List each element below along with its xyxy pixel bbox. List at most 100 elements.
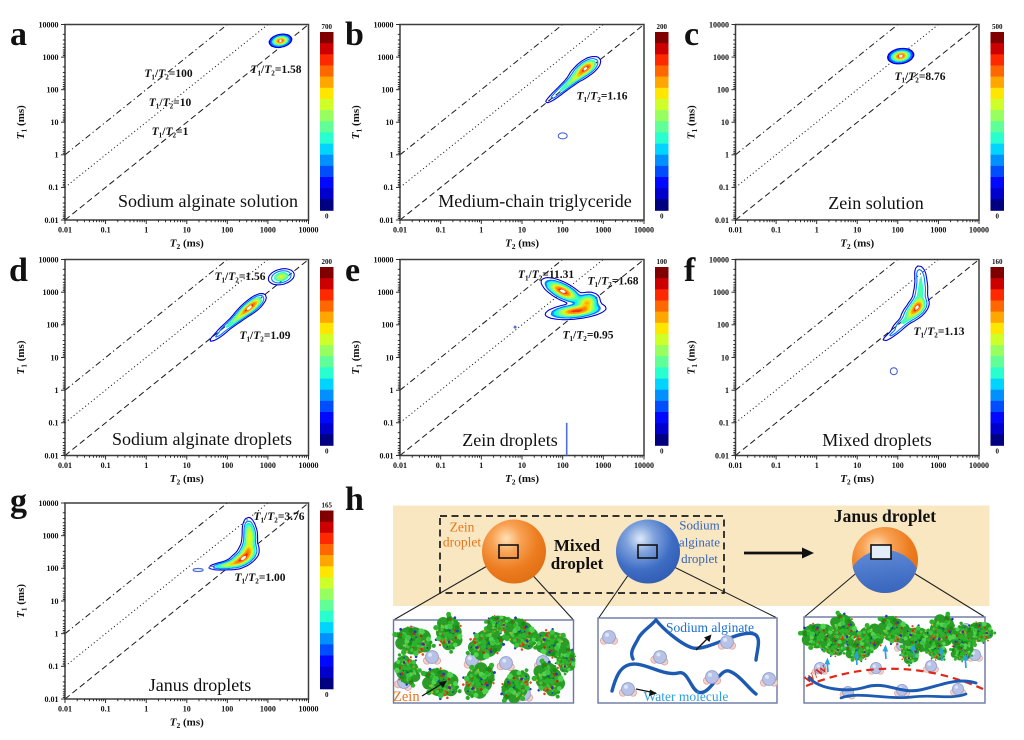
svg-text:10: 10 [853,461,861,470]
svg-text:Sodium alginate: Sodium alginate [666,620,754,635]
svg-text:100: 100 [47,86,59,95]
svg-text:T2 (ms): T2 (ms) [505,473,539,487]
svg-text:100: 100 [221,226,233,235]
svg-text:1: 1 [479,461,483,470]
svg-text:0.01: 0.01 [380,216,394,225]
svg-text:100: 100 [47,564,59,573]
svg-text:1: 1 [390,151,394,160]
svg-text:10000: 10000 [39,20,59,29]
svg-text:10: 10 [51,353,59,362]
svg-text:T1/T2=0.95: T1/T2=0.95 [562,330,613,344]
svg-text:0: 0 [660,213,664,221]
svg-text:100: 100 [657,258,668,266]
svg-text:Zein solution: Zein solution [828,193,924,213]
svg-text:1000: 1000 [713,288,729,297]
svg-text:h: h [345,481,364,518]
svg-text:T2 (ms): T2 (ms) [170,473,204,487]
svg-text:0.1: 0.1 [49,662,59,671]
svg-text:10000: 10000 [299,226,319,235]
svg-text:Janus droplet: Janus droplet [834,506,936,526]
svg-text:10: 10 [386,118,394,127]
svg-text:10000: 10000 [39,255,59,264]
svg-text:100: 100 [382,86,394,95]
svg-text:10: 10 [518,226,526,235]
svg-text:1000: 1000 [378,53,394,62]
svg-text:T1/T2=3.76: T1/T2=3.76 [253,511,304,525]
svg-text:0.01: 0.01 [715,216,729,225]
svg-text:1000: 1000 [43,53,59,62]
svg-text:165: 165 [322,502,333,510]
svg-text:alginate: alginate [679,535,720,550]
svg-text:Water molecule: Water molecule [644,689,729,704]
svg-text:T1/T2=1.09: T1/T2=1.09 [239,330,290,344]
svg-text:0.1: 0.1 [384,183,394,192]
svg-text:0.01: 0.01 [393,461,407,470]
svg-text:0.01: 0.01 [715,451,729,460]
svg-text:f: f [684,252,696,289]
svg-text:10: 10 [386,353,394,362]
svg-text:0.01: 0.01 [380,451,394,460]
svg-text:b: b [345,16,364,53]
svg-text:T1/T2=10: T1/T2=10 [149,97,192,111]
svg-text:d: d [9,252,28,289]
svg-text:1: 1 [55,630,59,639]
svg-text:0.1: 0.1 [771,226,781,235]
svg-text:10: 10 [518,461,526,470]
svg-text:1000: 1000 [713,53,729,62]
svg-text:T2 (ms): T2 (ms) [505,238,539,252]
svg-text:1: 1 [144,461,148,470]
svg-text:0: 0 [660,448,664,456]
svg-text:T1 (ms): T1 (ms) [686,105,700,139]
svg-text:T1/T2=1.13: T1/T2=1.13 [913,326,964,340]
svg-text:1: 1 [479,226,483,235]
svg-text:10000: 10000 [969,226,989,235]
svg-text:Medium-chain triglyceride: Medium-chain triglyceride [438,191,631,211]
svg-text:1000: 1000 [260,705,276,714]
svg-text:0: 0 [995,448,999,456]
svg-text:T1/T2=100: T1/T2=100 [144,68,192,82]
svg-text:T2 (ms): T2 (ms) [170,717,204,731]
svg-text:1: 1 [144,705,148,714]
svg-text:100: 100 [221,705,233,714]
svg-text:1000: 1000 [43,288,59,297]
svg-text:T2 (ms): T2 (ms) [840,473,874,487]
svg-text:10: 10 [183,461,191,470]
svg-text:10000: 10000 [299,705,319,714]
svg-text:1000: 1000 [930,226,946,235]
svg-text:T1 (ms): T1 (ms) [350,105,364,139]
svg-text:Janus droplets: Janus droplets [149,675,252,695]
svg-text:T1 (ms): T1 (ms) [15,584,29,618]
svg-text:10: 10 [721,118,729,127]
svg-text:10: 10 [721,353,729,362]
svg-text:T2 (ms): T2 (ms) [840,238,874,252]
svg-text:Mixed: Mixed [554,536,601,555]
svg-text:0.1: 0.1 [101,226,111,235]
svg-text:0.1: 0.1 [101,705,111,714]
svg-text:0.01: 0.01 [45,451,59,460]
svg-text:c: c [684,16,699,53]
svg-text:0.1: 0.1 [101,461,111,470]
svg-text:droplet: droplet [551,554,604,573]
svg-text:0.01: 0.01 [45,695,59,704]
svg-text:droplet: droplet [443,535,481,550]
svg-text:T1/T2=1.58: T1/T2=1.58 [250,64,301,78]
svg-text:Sodium alginate solution: Sodium alginate solution [118,191,298,211]
svg-text:T1 (ms): T1 (ms) [686,340,700,374]
svg-text:0.1: 0.1 [49,419,59,428]
svg-text:1000: 1000 [378,288,394,297]
svg-text:1: 1 [725,151,729,160]
svg-text:T1/T2=1.56: T1/T2=1.56 [214,271,265,285]
svg-text:Sodium alginate droplets: Sodium alginate droplets [112,429,292,449]
svg-text:10000: 10000 [969,461,989,470]
svg-text:T2 (ms): T2 (ms) [170,238,204,252]
svg-text:160: 160 [992,258,1003,266]
svg-text:1: 1 [55,151,59,160]
svg-text:e: e [345,252,360,289]
svg-text:10: 10 [51,118,59,127]
svg-text:T1/T2=1.00: T1/T2=1.00 [234,572,285,586]
svg-text:0: 0 [995,213,999,221]
svg-text:10000: 10000 [299,461,319,470]
svg-text:T1/T2=1.16: T1/T2=1.16 [576,91,627,105]
svg-text:100: 100 [557,226,569,235]
svg-text:10: 10 [853,226,861,235]
